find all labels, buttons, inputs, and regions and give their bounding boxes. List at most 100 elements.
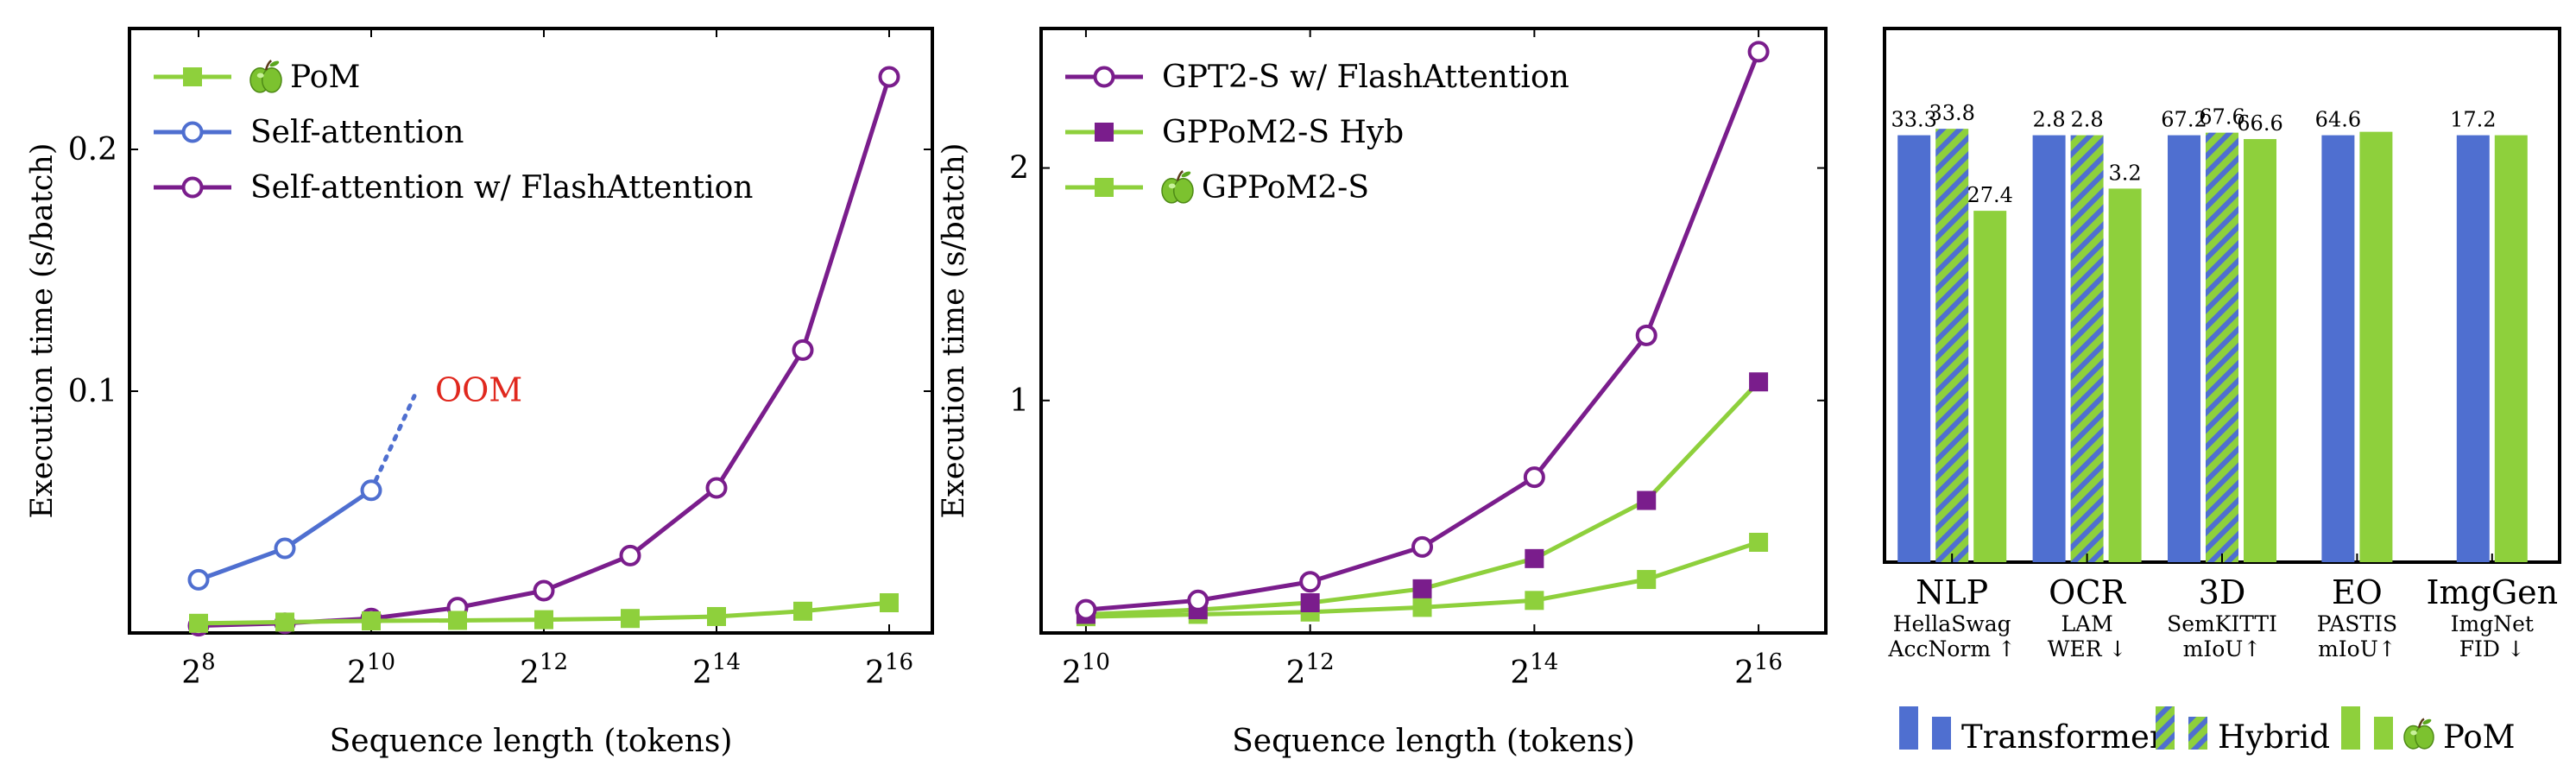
bar-value-label: 64.6	[2315, 108, 2361, 132]
apple-icon	[249, 60, 282, 93]
category-sublabel: AccNorm ↑	[1887, 636, 2016, 661]
x-axis-label: Sequence length (tokens)	[330, 724, 733, 759]
legend-label: Self-attention	[250, 115, 464, 150]
data-point	[1749, 372, 1769, 392]
data-point	[792, 339, 814, 361]
data-point	[1412, 598, 1432, 617]
bar-hybrid	[2206, 132, 2238, 562]
data-point	[1525, 591, 1544, 611]
data-point	[793, 601, 812, 621]
category-sublabel: WER ↓	[2048, 636, 2127, 661]
x-tick-label: 212	[1286, 649, 1335, 691]
apple-icon	[2403, 718, 2434, 750]
x-tick-label: 28	[181, 649, 215, 691]
series-pom	[189, 593, 899, 633]
legend-entry-transformer: Transformer	[1899, 706, 2165, 756]
legend: Transformer Hybrid PoM	[1899, 706, 2516, 756]
bar-value-label: 27.4	[1967, 183, 2012, 207]
category-sublabel: FID ↓	[2459, 636, 2525, 661]
legend-swatch	[1899, 706, 1918, 750]
data-point	[1637, 490, 1657, 510]
category-label: NLP	[1916, 573, 1988, 611]
bar-pom	[1973, 211, 2007, 562]
data-point	[1187, 589, 1209, 611]
x-tick-label: 212	[520, 649, 568, 691]
category-label: OCR	[2049, 573, 2126, 611]
legend-label: Transformer	[1961, 718, 2165, 756]
category-sublabel: HellaSwag	[1893, 611, 2011, 636]
data-point	[1412, 579, 1432, 598]
x-tick-label: 216	[1734, 649, 1783, 691]
data-point	[360, 479, 382, 502]
series-self-attention: OOM	[187, 371, 522, 591]
legend: GPT2-S w/ FlashAttention GPPoM2-S Hyb GPPo…	[1065, 60, 1569, 206]
legend-swatch	[2156, 706, 2175, 750]
legend-label: GPT2-S w/ FlashAttention	[1162, 60, 1569, 95]
legend-swatch	[2374, 717, 2393, 750]
legend-swatch	[2188, 717, 2207, 750]
bar-pom	[2359, 131, 2393, 562]
x-tick-label: 214	[1510, 649, 1558, 691]
data-point	[1523, 466, 1545, 489]
data-point	[619, 544, 641, 566]
x-tick-label: 210	[347, 649, 395, 691]
data-point	[880, 593, 899, 612]
plot-frame	[1039, 27, 1828, 635]
legend-label: PoM	[2443, 718, 2516, 756]
legend-entry-gpt2-s-w-flashattention: GPT2-S w/ FlashAttention	[1065, 60, 1569, 95]
legend-label: Hybrid	[2218, 718, 2330, 756]
data-point	[1299, 571, 1322, 593]
category-label: ImgGen	[2426, 573, 2558, 611]
legend-marker	[1095, 178, 1114, 197]
data-point	[362, 611, 381, 630]
bar-transformer	[2032, 135, 2066, 562]
legend-entry-hybrid: Hybrid	[2156, 706, 2330, 756]
legend-label: PoM	[290, 60, 360, 95]
bar-value-label: 17.2	[2450, 108, 2496, 132]
data-point	[533, 579, 555, 602]
bar-transformer	[2321, 135, 2355, 562]
data-point	[1411, 535, 1434, 558]
plot-frame	[128, 27, 934, 635]
x-tick-label: 210	[1062, 649, 1110, 691]
data-point	[275, 612, 294, 632]
oom-annotation: OOM	[435, 371, 522, 409]
data-point	[878, 66, 900, 88]
bar-pom	[2108, 188, 2142, 562]
bar-value-label: 67.2	[2161, 108, 2207, 132]
legend-marker	[1093, 66, 1115, 88]
category-sublabel: ImgNet	[2451, 611, 2534, 636]
data-point	[1525, 548, 1544, 568]
series-gpt2-s-w-flashattention	[1075, 41, 1770, 621]
data-point	[1300, 593, 1320, 612]
legend-entry-self-attention-w-flashattention: Self-attention w/ FlashAttention	[154, 170, 754, 206]
bar-transformer	[2456, 135, 2490, 562]
legend-entry-gppom2-s: GPPoM2-S	[1065, 170, 1369, 206]
data-point	[621, 609, 640, 629]
legend-swatch	[1932, 717, 1951, 750]
data-point	[707, 606, 726, 626]
y-axis-label: Execution time (s/batch)	[25, 143, 60, 519]
category-label: EO	[2332, 573, 2383, 611]
legend-marker	[181, 121, 204, 143]
category-sublabel: mIoU↑	[2183, 636, 2262, 661]
bar-value-label: 33.8	[1929, 101, 1974, 125]
category-sublabel: PASTIS	[2317, 611, 2397, 636]
bar-value-label: 3.2	[2109, 161, 2142, 185]
category-sublabel: mIoU↑	[2318, 636, 2396, 661]
legend-entry-self-attention: Self-attention	[154, 115, 464, 150]
y-tick-label: 2	[1009, 151, 1029, 187]
bar-value-label: 66.6	[2237, 111, 2282, 136]
data-point	[274, 537, 296, 560]
y-axis-label: Execution time (s/batch)	[937, 143, 971, 519]
x-axis-label: Sequence length (tokens)	[1232, 724, 1635, 759]
bar-hybrid	[1935, 129, 1969, 562]
bar-value-label: 2.8	[2071, 108, 2104, 132]
data-point	[1747, 41, 1770, 63]
legend-entry-pom: PoM	[154, 60, 360, 95]
data-point	[1075, 598, 1097, 621]
apple-icon	[1161, 170, 1194, 204]
